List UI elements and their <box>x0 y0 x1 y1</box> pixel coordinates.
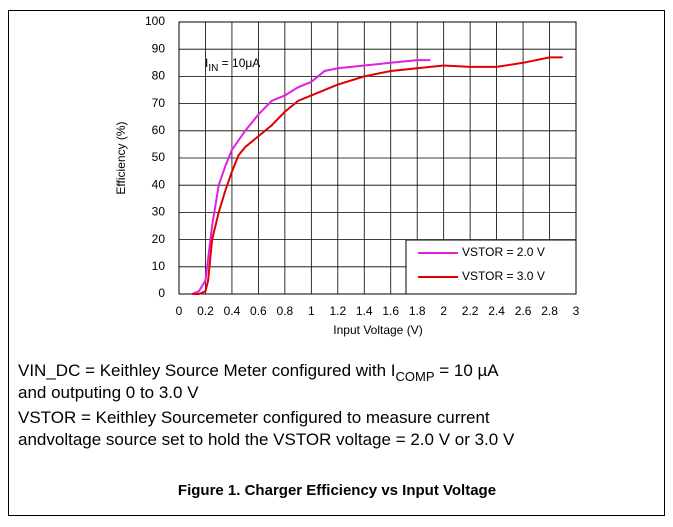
x-tick-label: 1.8 <box>409 304 426 318</box>
x-tick-label: 2.4 <box>488 304 505 318</box>
caption: Figure 1. Charger Efficiency vs Input Vo… <box>178 482 496 499</box>
y-tick-label: 100 <box>145 14 165 28</box>
annotation-part: IN <box>208 63 218 74</box>
x-tick-label: 2.6 <box>515 304 532 318</box>
legend <box>405 239 577 295</box>
x-axis-label: Input Voltage (V) <box>333 323 422 337</box>
y-tick-label: 70 <box>152 96 166 110</box>
x-tick-label: 0 <box>176 304 183 318</box>
y-tick-label: 90 <box>152 41 166 55</box>
note-part: and outputing 0 to 3.0 V <box>18 383 199 402</box>
note-part: = 10 µA <box>434 361 499 380</box>
annotation-part: = 10μA <box>218 56 260 70</box>
x-tick-label: 1.2 <box>329 304 346 318</box>
y-tick-label: 80 <box>152 69 166 83</box>
x-tick-label: 2.8 <box>541 304 558 318</box>
x-tick-label: 0.2 <box>197 304 214 318</box>
x-tick-label: 0.8 <box>277 304 294 318</box>
series-line <box>191 59 431 295</box>
note-line: andvoltage source set to hold the VSTOR … <box>18 430 515 449</box>
note-line: VSTOR = Keithley Sourcemeter configured … <box>18 408 490 427</box>
x-tick-label: 2.2 <box>462 304 479 318</box>
note-part: VSTOR = Keithley Sourcemeter configured … <box>18 408 490 427</box>
series-line <box>192 56 563 295</box>
note-line: VIN_DC = Keithley Source Meter configure… <box>18 361 499 384</box>
plot-border <box>178 21 577 295</box>
y-tick-label: 20 <box>152 232 166 246</box>
annotation-part: I <box>205 56 208 70</box>
y-axis-label: Efficiency (%) <box>114 121 128 194</box>
annotation: IIN = 10μA <box>205 56 260 74</box>
note-line: and outputing 0 to 3.0 V <box>18 383 199 402</box>
frame <box>8 10 665 516</box>
x-tick-label: 1.4 <box>356 304 373 318</box>
note-part: andvoltage source set to hold the VSTOR … <box>18 430 515 449</box>
y-tick-label: 10 <box>152 259 166 273</box>
note-part: VIN_DC = Keithley Source Meter configure… <box>18 361 395 380</box>
x-tick-label: 0.4 <box>224 304 241 318</box>
x-tick-label: 3 <box>573 304 580 318</box>
legend-label: VSTOR = 3.0 V <box>462 269 545 283</box>
y-tick-label: 50 <box>152 150 166 164</box>
y-tick-label: 60 <box>152 123 166 137</box>
x-tick-label: 2 <box>440 304 447 318</box>
y-tick-label: 0 <box>158 286 165 300</box>
y-tick-label: 30 <box>152 205 166 219</box>
x-tick-label: 1 <box>308 304 315 318</box>
x-tick-label: 1.6 <box>382 304 399 318</box>
legend-label: VSTOR = 2.0 V <box>462 245 545 259</box>
note-part: COMP <box>395 369 434 384</box>
x-tick-label: 0.6 <box>250 304 267 318</box>
y-tick-label: 40 <box>152 177 166 191</box>
